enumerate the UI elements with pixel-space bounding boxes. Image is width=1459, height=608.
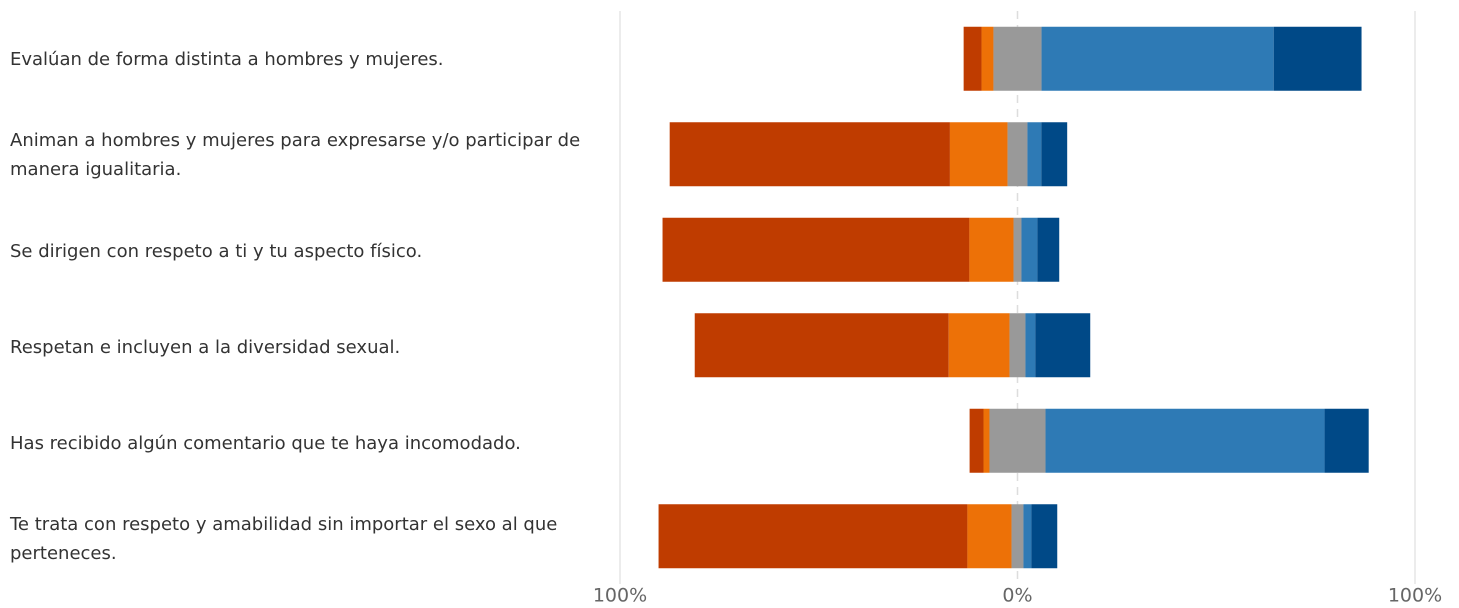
bar-segment [963,26,982,91]
bar-segment [949,122,1008,187]
bar-segment [1027,122,1042,187]
bar-segment [1045,408,1325,473]
bar-segment [969,408,984,473]
bar-segment [1324,408,1369,473]
bar-segment [1041,122,1068,187]
bar-segment [948,313,1010,378]
bar-segment [1031,504,1058,569]
x-tick-label: 100% [593,585,647,607]
bar-segment [1037,217,1060,282]
bar-segment [983,408,990,473]
bar-segment [981,26,994,91]
bar-segment [1013,217,1022,282]
category-label: Evalúan de forma distinta a hombres y mu… [10,48,444,70]
category-label: Has recibido algún comentario que te hay… [10,432,521,454]
bar-segment [662,217,970,282]
bar-segment [1273,26,1362,91]
bar-segment [993,26,1042,91]
category-label: Respetan e incluyen a la diversidad sexu… [10,336,401,358]
category-labels: Evalúan de forma distinta a hombres y mu… [10,11,590,587]
bar-segment [1009,313,1026,378]
x-tick-label: 0% [1002,585,1032,607]
x-tick-label: 100% [1388,585,1442,607]
bar-segment [969,217,1014,282]
bar-segment [1007,122,1028,187]
bar-segment [967,504,1012,569]
bar-segment [1011,504,1024,569]
bar-segment [1035,313,1091,378]
bar-segment [1041,26,1274,91]
bar-segment [989,408,1046,473]
bar-segment [658,504,968,569]
bar-segment [669,122,950,187]
category-label: Te trata con respeto y amabilidad sin im… [10,514,558,564]
bar-segment [1025,313,1036,378]
bar-segment [1021,217,1038,282]
bar-segment [1023,504,1032,569]
bar-segment [694,313,949,378]
category-label: Se dirigen con respeto a ti y tu aspecto… [10,240,423,262]
category-label: Animan a hombres y mujeres para expresar… [10,130,581,180]
